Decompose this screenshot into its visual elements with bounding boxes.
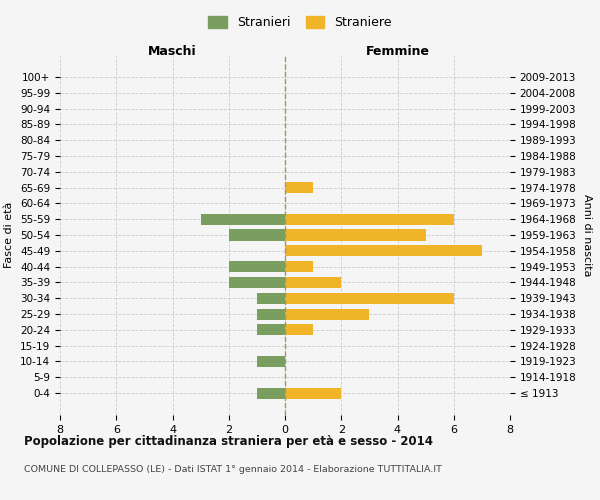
Y-axis label: Fasce di età: Fasce di età (4, 202, 14, 268)
Bar (257, 308, 285, 320)
Bar (257, 324, 285, 336)
Bar (285, 246, 482, 256)
Bar (285, 324, 313, 336)
Text: COMUNE DI COLLEPASSO (LE) - Dati ISTAT 1° gennaio 2014 - Elaborazione TUTTITALIA: COMUNE DI COLLEPASSO (LE) - Dati ISTAT 1… (24, 465, 442, 474)
Bar (200, 214, 285, 224)
Bar (229, 277, 285, 288)
Bar (257, 292, 285, 304)
Legend: Stranieri, Straniere: Stranieri, Straniere (203, 11, 397, 34)
Bar (285, 182, 313, 193)
Bar (285, 214, 454, 224)
Bar (285, 292, 454, 304)
Text: Popolazione per cittadinanza straniera per età e sesso - 2014: Popolazione per cittadinanza straniera p… (24, 435, 433, 448)
Y-axis label: Anni di nascita: Anni di nascita (582, 194, 592, 276)
Bar (285, 308, 370, 320)
Bar (257, 388, 285, 398)
Bar (285, 230, 425, 240)
Text: Femmine: Femmine (365, 45, 430, 58)
Bar (285, 388, 341, 398)
Text: Maschi: Maschi (148, 45, 197, 58)
Bar (229, 230, 285, 240)
Bar (285, 277, 341, 288)
Bar (257, 356, 285, 367)
Bar (229, 261, 285, 272)
Bar (285, 261, 313, 272)
